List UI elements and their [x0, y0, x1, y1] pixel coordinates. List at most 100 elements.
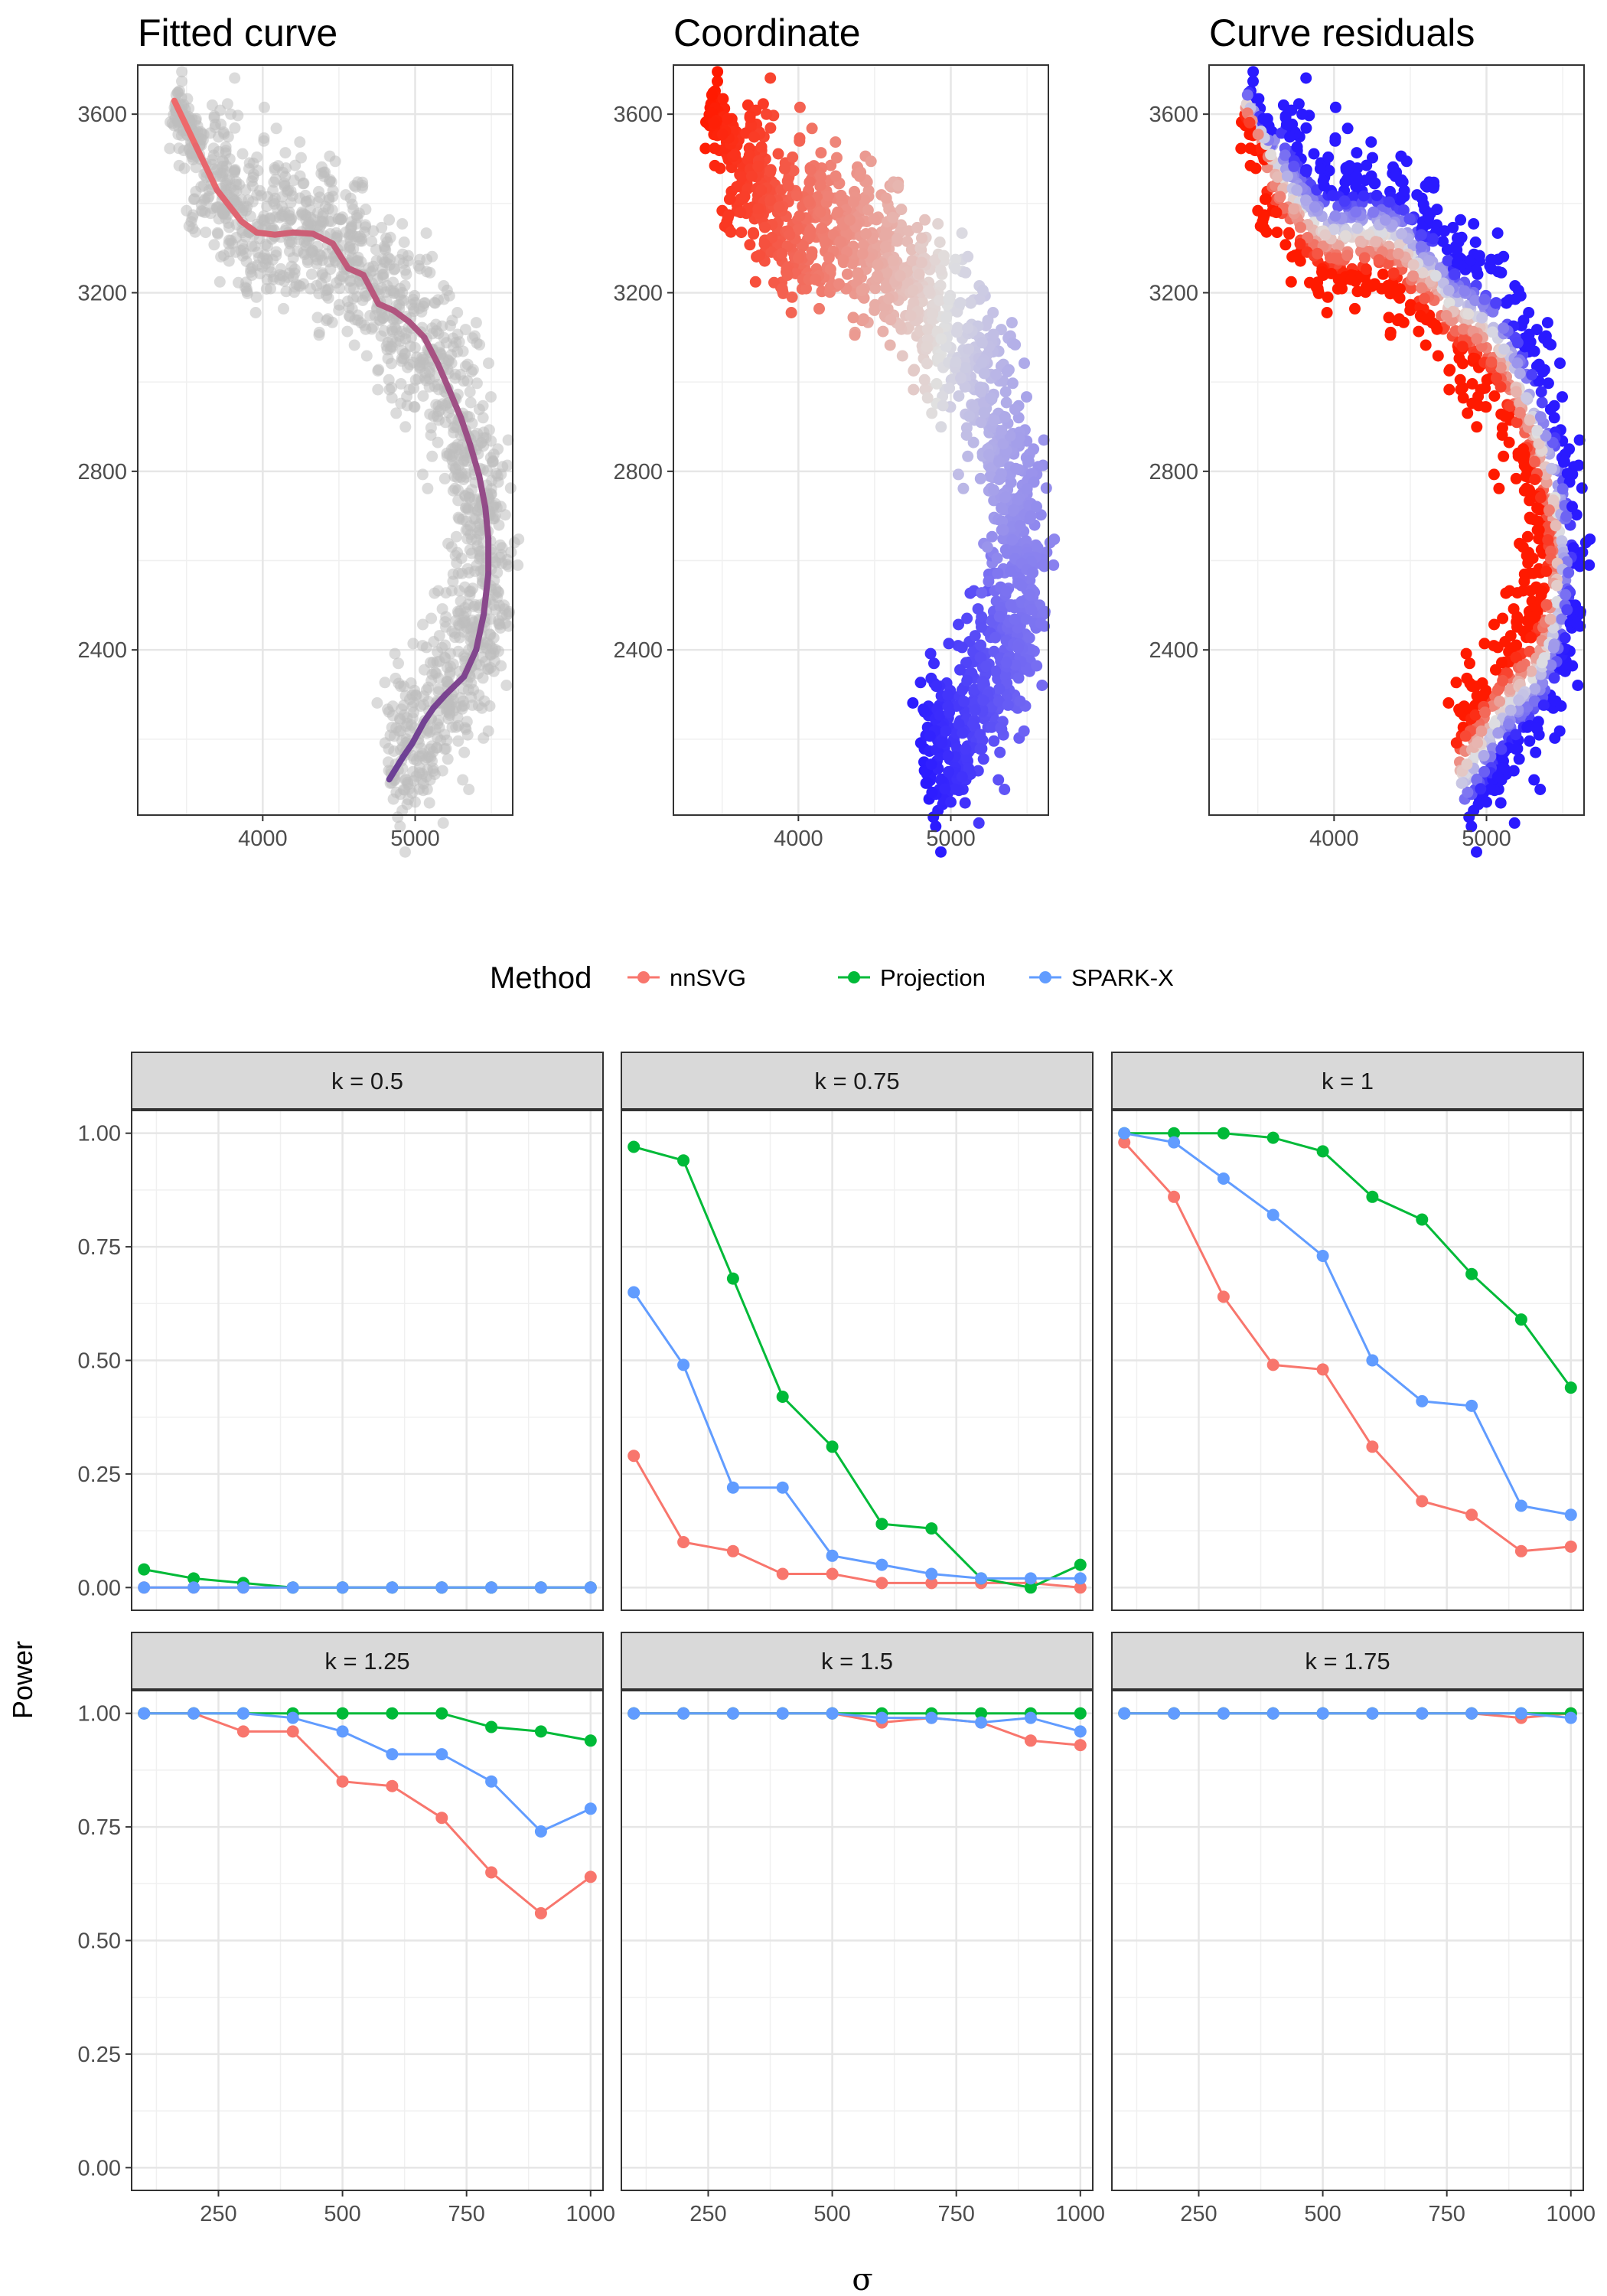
spatial-point [1272, 171, 1284, 183]
spatial-point [1472, 400, 1485, 412]
spatial-point [1020, 613, 1032, 625]
spatial-point [1514, 367, 1526, 380]
spatial-point [960, 429, 973, 441]
spatial-point [761, 108, 773, 120]
y-tick-label: 0.25 [78, 2043, 121, 2067]
spatial-point [1461, 758, 1473, 771]
spatial-point [445, 320, 456, 331]
fitted-curve-segment [386, 754, 406, 783]
spatial-point [1499, 410, 1511, 422]
spatial-point [1513, 753, 1525, 765]
y-tick-label: 2800 [613, 460, 663, 484]
spatial-point [977, 694, 989, 706]
spatial-point [1447, 221, 1459, 233]
spatial-point [1365, 136, 1377, 148]
spatial-point [439, 416, 451, 429]
spatial-point [806, 249, 818, 262]
spatial-point [270, 122, 282, 135]
spatial-point [329, 155, 341, 168]
spatial-point [743, 149, 755, 161]
spatial-point [305, 268, 318, 280]
spatial-point [960, 743, 972, 755]
spatial-point [729, 148, 742, 161]
fitted-curve-segment [458, 414, 474, 448]
spatial-point [980, 660, 993, 673]
spatial-point [1495, 743, 1508, 755]
spatial-point [1396, 228, 1408, 240]
spatial-point [1510, 386, 1522, 398]
spatial-point [963, 410, 976, 422]
spatial-point [491, 566, 504, 579]
spatial-point [436, 603, 448, 615]
spatial-point [983, 576, 995, 588]
spatial-point [862, 204, 874, 216]
spatial-point [887, 211, 899, 223]
data-point [975, 1572, 988, 1585]
spatial-point [974, 386, 986, 398]
spatial-point [1556, 483, 1569, 495]
facet-strip-label: k = 0.5 [331, 1068, 403, 1094]
data-point [1074, 1725, 1087, 1738]
spatial-point [907, 697, 919, 709]
spatial-point [1271, 227, 1283, 239]
data-point [1168, 1136, 1181, 1149]
spatial-point [1503, 718, 1515, 730]
spatial-point [1444, 364, 1456, 376]
spatial-point [377, 268, 390, 280]
spatial-point [288, 263, 301, 276]
spatial-point [504, 482, 517, 494]
data-point [875, 1711, 888, 1724]
spatial-point [976, 284, 989, 296]
spatial-point [207, 149, 220, 161]
spatial-point [423, 381, 435, 393]
y-tick-label: 0.50 [78, 1929, 121, 1954]
spatial-point [908, 383, 920, 396]
data-point [1564, 1540, 1577, 1553]
spatial-point [786, 291, 798, 303]
y-tick-label: 3600 [77, 103, 127, 127]
spatial-point [327, 184, 339, 197]
spatial-point [1429, 269, 1442, 282]
spatial-point [1529, 474, 1541, 485]
spatial-point [1449, 268, 1461, 280]
spatial-point [320, 285, 332, 296]
spatial-point [1367, 206, 1380, 218]
spatial-point [960, 266, 972, 279]
spatial-point [1547, 641, 1560, 654]
spatial-point [386, 392, 398, 404]
spatial-point [822, 190, 834, 202]
spatial-point [997, 524, 1009, 536]
spatial-point [892, 180, 905, 191]
spatial-point [877, 325, 889, 338]
spatial-point [810, 273, 822, 285]
spatial-point [173, 142, 185, 155]
spatial-point [1413, 325, 1425, 338]
fitted-curve-segment [445, 385, 464, 421]
spatial-point [906, 255, 918, 266]
spatial-point [937, 249, 950, 262]
spatial-point [928, 657, 940, 670]
spatial-point [764, 122, 777, 134]
spatial-point [1511, 621, 1523, 633]
spatial-point [334, 282, 346, 295]
spatial-point [776, 282, 788, 295]
spatial-point [880, 282, 892, 294]
spatial-point [950, 263, 962, 275]
spatial-point [484, 613, 497, 625]
data-point [826, 1707, 839, 1720]
spatial-point [722, 113, 734, 125]
spatial-point [464, 491, 475, 504]
data-point [1266, 1358, 1279, 1371]
spatial-point [414, 356, 426, 368]
spatial-point [782, 180, 794, 192]
spatial-point [445, 660, 457, 673]
spatial-point [1022, 455, 1035, 467]
data-point [1416, 1495, 1429, 1508]
spatial-point [738, 191, 751, 203]
spatial-point [1508, 603, 1520, 615]
spatial-point [423, 797, 435, 809]
spatial-point [849, 329, 861, 341]
data-point [584, 1870, 597, 1883]
spatial-point [1289, 249, 1301, 262]
data-point [286, 1711, 299, 1724]
